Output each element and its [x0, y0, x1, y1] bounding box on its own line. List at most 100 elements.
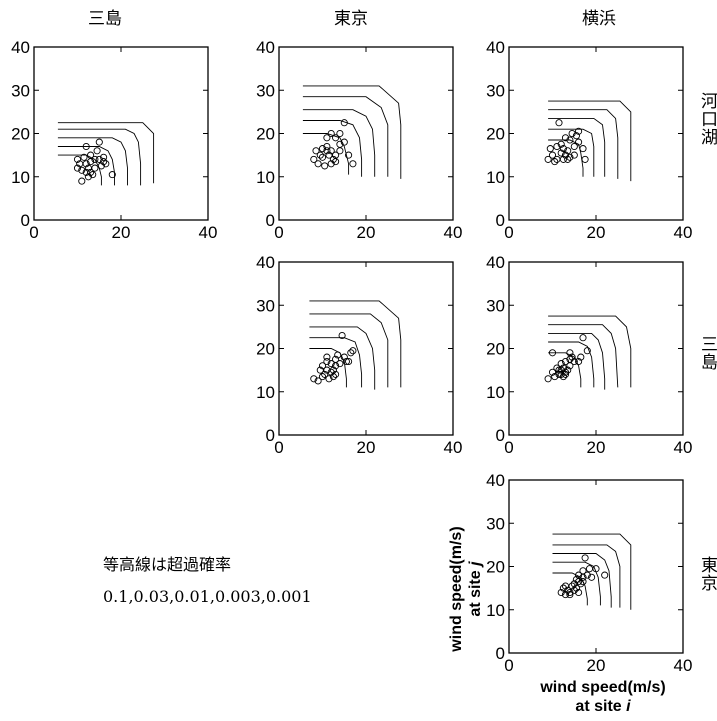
scatter-panel: 0 10 20 30 40 0 20 40 [486, 471, 692, 675]
y-tick-label: 0 [496, 644, 505, 663]
scatter-panel: 0 10 20 30 40 0 20 40 [256, 38, 462, 242]
data-point [572, 132, 580, 140]
data-point [566, 153, 574, 161]
contour-line [302, 109, 376, 177]
x-tick-label: 0 [504, 656, 513, 675]
data-point [332, 370, 340, 378]
contour-line [57, 122, 155, 184]
data-point [95, 155, 103, 163]
contour-line [552, 544, 621, 608]
data-point [323, 353, 331, 361]
data-point [80, 153, 88, 161]
data-point [572, 575, 580, 584]
contour-line [548, 117, 606, 177]
contour-line [548, 109, 619, 179]
data-point [559, 145, 567, 153]
plot-frame [33, 46, 209, 221]
data-point [82, 142, 90, 151]
data-point [108, 171, 116, 179]
y-tick-label: 30 [11, 81, 30, 100]
data-point [559, 584, 567, 592]
data-point [342, 357, 350, 366]
y-tick-label: 20 [486, 125, 505, 144]
data-point [575, 138, 583, 146]
data-point [583, 347, 591, 355]
contour-line [552, 533, 632, 610]
data-point [544, 155, 552, 163]
data-point [91, 155, 99, 163]
data-point [559, 155, 567, 163]
data-point [318, 373, 327, 381]
data-point [340, 138, 348, 146]
y-tick-label: 0 [266, 426, 275, 445]
plot-frame [508, 46, 684, 221]
data-point [570, 357, 578, 366]
data-point [581, 554, 589, 562]
column-title: 三島 [88, 9, 122, 29]
contour-line [309, 300, 402, 388]
data-point [561, 357, 570, 366]
data-point [579, 567, 587, 575]
data-point [575, 571, 583, 579]
data-point [555, 119, 563, 127]
data-point [310, 155, 318, 163]
y-axis-label: wind speed(m/s) at site j [447, 504, 485, 674]
data-point [555, 366, 563, 374]
x-tick-label: 0 [504, 223, 513, 242]
column-title: 東京 [334, 9, 368, 29]
contour-line [57, 137, 128, 186]
data-point [564, 366, 572, 374]
y-axis-label-line2: at site j [467, 561, 484, 617]
data-point [323, 357, 331, 366]
data-point [561, 591, 570, 599]
data-point [548, 151, 557, 159]
data-point [577, 580, 585, 588]
data-point [345, 357, 353, 366]
y-tick-label: 30 [486, 514, 505, 533]
x-axis-label: wind speed(m/s) at site i [518, 678, 688, 716]
x-tick-label: 20 [587, 223, 606, 242]
data-point [561, 582, 570, 590]
data-point [561, 370, 570, 378]
data-point [601, 571, 609, 579]
contour-line [548, 315, 632, 388]
contour-line [309, 348, 347, 388]
data-point [89, 171, 97, 179]
y-tick-label: 10 [256, 168, 275, 187]
x-axis-label-line2: at site i [575, 698, 631, 715]
data-point [316, 151, 324, 159]
data-point [82, 168, 90, 176]
row-title: 東京 [697, 556, 717, 592]
contour-line [548, 332, 606, 390]
scatter-panel: 0 10 20 30 40 0 20 40 [486, 253, 692, 457]
y-tick-label: 0 [21, 211, 30, 230]
x-tick-label: 40 [199, 223, 218, 242]
x-tick-label: 20 [357, 223, 376, 242]
data-point [572, 584, 580, 592]
data-point [336, 140, 344, 148]
x-tick-label: 40 [674, 438, 693, 457]
data-point [568, 129, 576, 138]
y-tick-label: 40 [486, 38, 505, 57]
data-point [577, 353, 585, 361]
row-title: 三島 [697, 335, 717, 371]
data-point [557, 588, 565, 597]
x-tick-label: 40 [444, 223, 463, 242]
data-point [84, 173, 92, 181]
data-point [95, 138, 103, 146]
data-point [551, 158, 559, 166]
contour-line [548, 324, 619, 388]
plot-frame [278, 261, 454, 436]
data-point [575, 357, 583, 366]
data-point [73, 155, 82, 163]
data-point [579, 334, 587, 342]
data-point [336, 129, 344, 138]
data-point [557, 140, 565, 148]
y-tick-label: 40 [256, 38, 275, 57]
contour-line [57, 128, 142, 186]
data-point [561, 368, 570, 376]
data-point [327, 160, 335, 168]
data-point [332, 134, 340, 142]
data-point [566, 355, 574, 363]
y-tick-label: 40 [256, 253, 275, 272]
